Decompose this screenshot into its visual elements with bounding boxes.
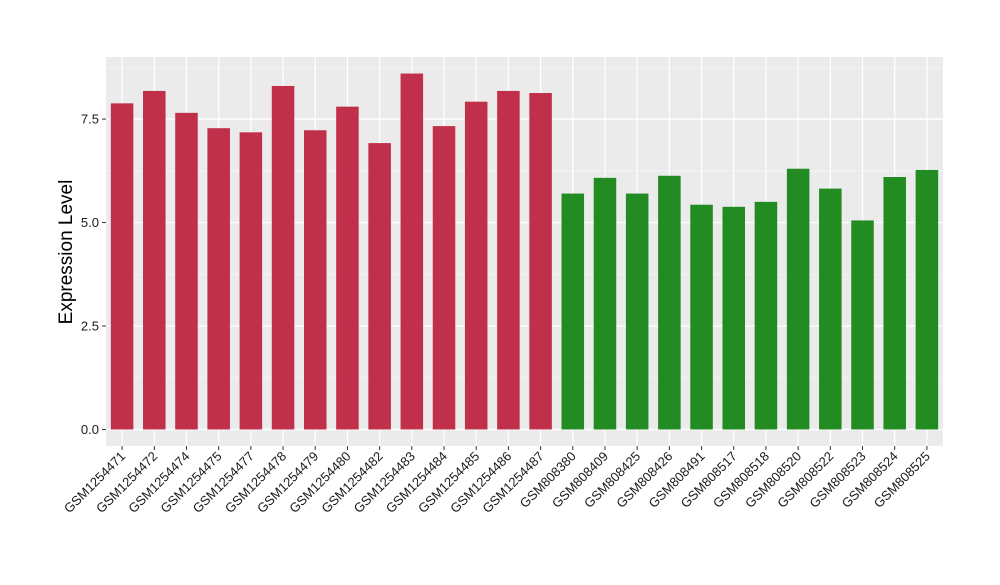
x-axis: GSM1254471GSM1254472GSM1254474GSM1254475… [61, 446, 933, 516]
bar [497, 90, 520, 430]
bar [143, 90, 166, 430]
bar [529, 93, 552, 430]
y-tick-label: 0.0 [81, 422, 99, 437]
bar [400, 73, 424, 430]
bar [786, 168, 810, 430]
bar [336, 106, 359, 430]
bar [883, 177, 906, 430]
bar [915, 169, 939, 430]
bar [625, 193, 649, 430]
bar [754, 201, 778, 430]
bar [464, 101, 488, 430]
bar [432, 126, 456, 430]
bar [271, 85, 295, 430]
y-axis: 0.0 2.5 5.0 7.5 [81, 112, 106, 437]
bar [851, 220, 874, 430]
bar [658, 175, 681, 430]
y-tick-label: 7.5 [81, 112, 99, 127]
plot-panel [106, 57, 943, 446]
bar [593, 177, 617, 430]
bar [368, 143, 391, 430]
y-axis-label: Expression Level [56, 180, 77, 325]
bar [561, 193, 585, 430]
bar [690, 204, 713, 430]
bar [207, 128, 230, 430]
bar [722, 206, 746, 430]
bar [175, 112, 198, 430]
y-tick-label: 2.5 [81, 318, 99, 333]
bar [110, 103, 134, 430]
bar [303, 130, 327, 430]
y-tick-label: 5.0 [81, 215, 99, 230]
bar [239, 132, 263, 430]
bar [819, 188, 842, 430]
bars [110, 73, 939, 430]
